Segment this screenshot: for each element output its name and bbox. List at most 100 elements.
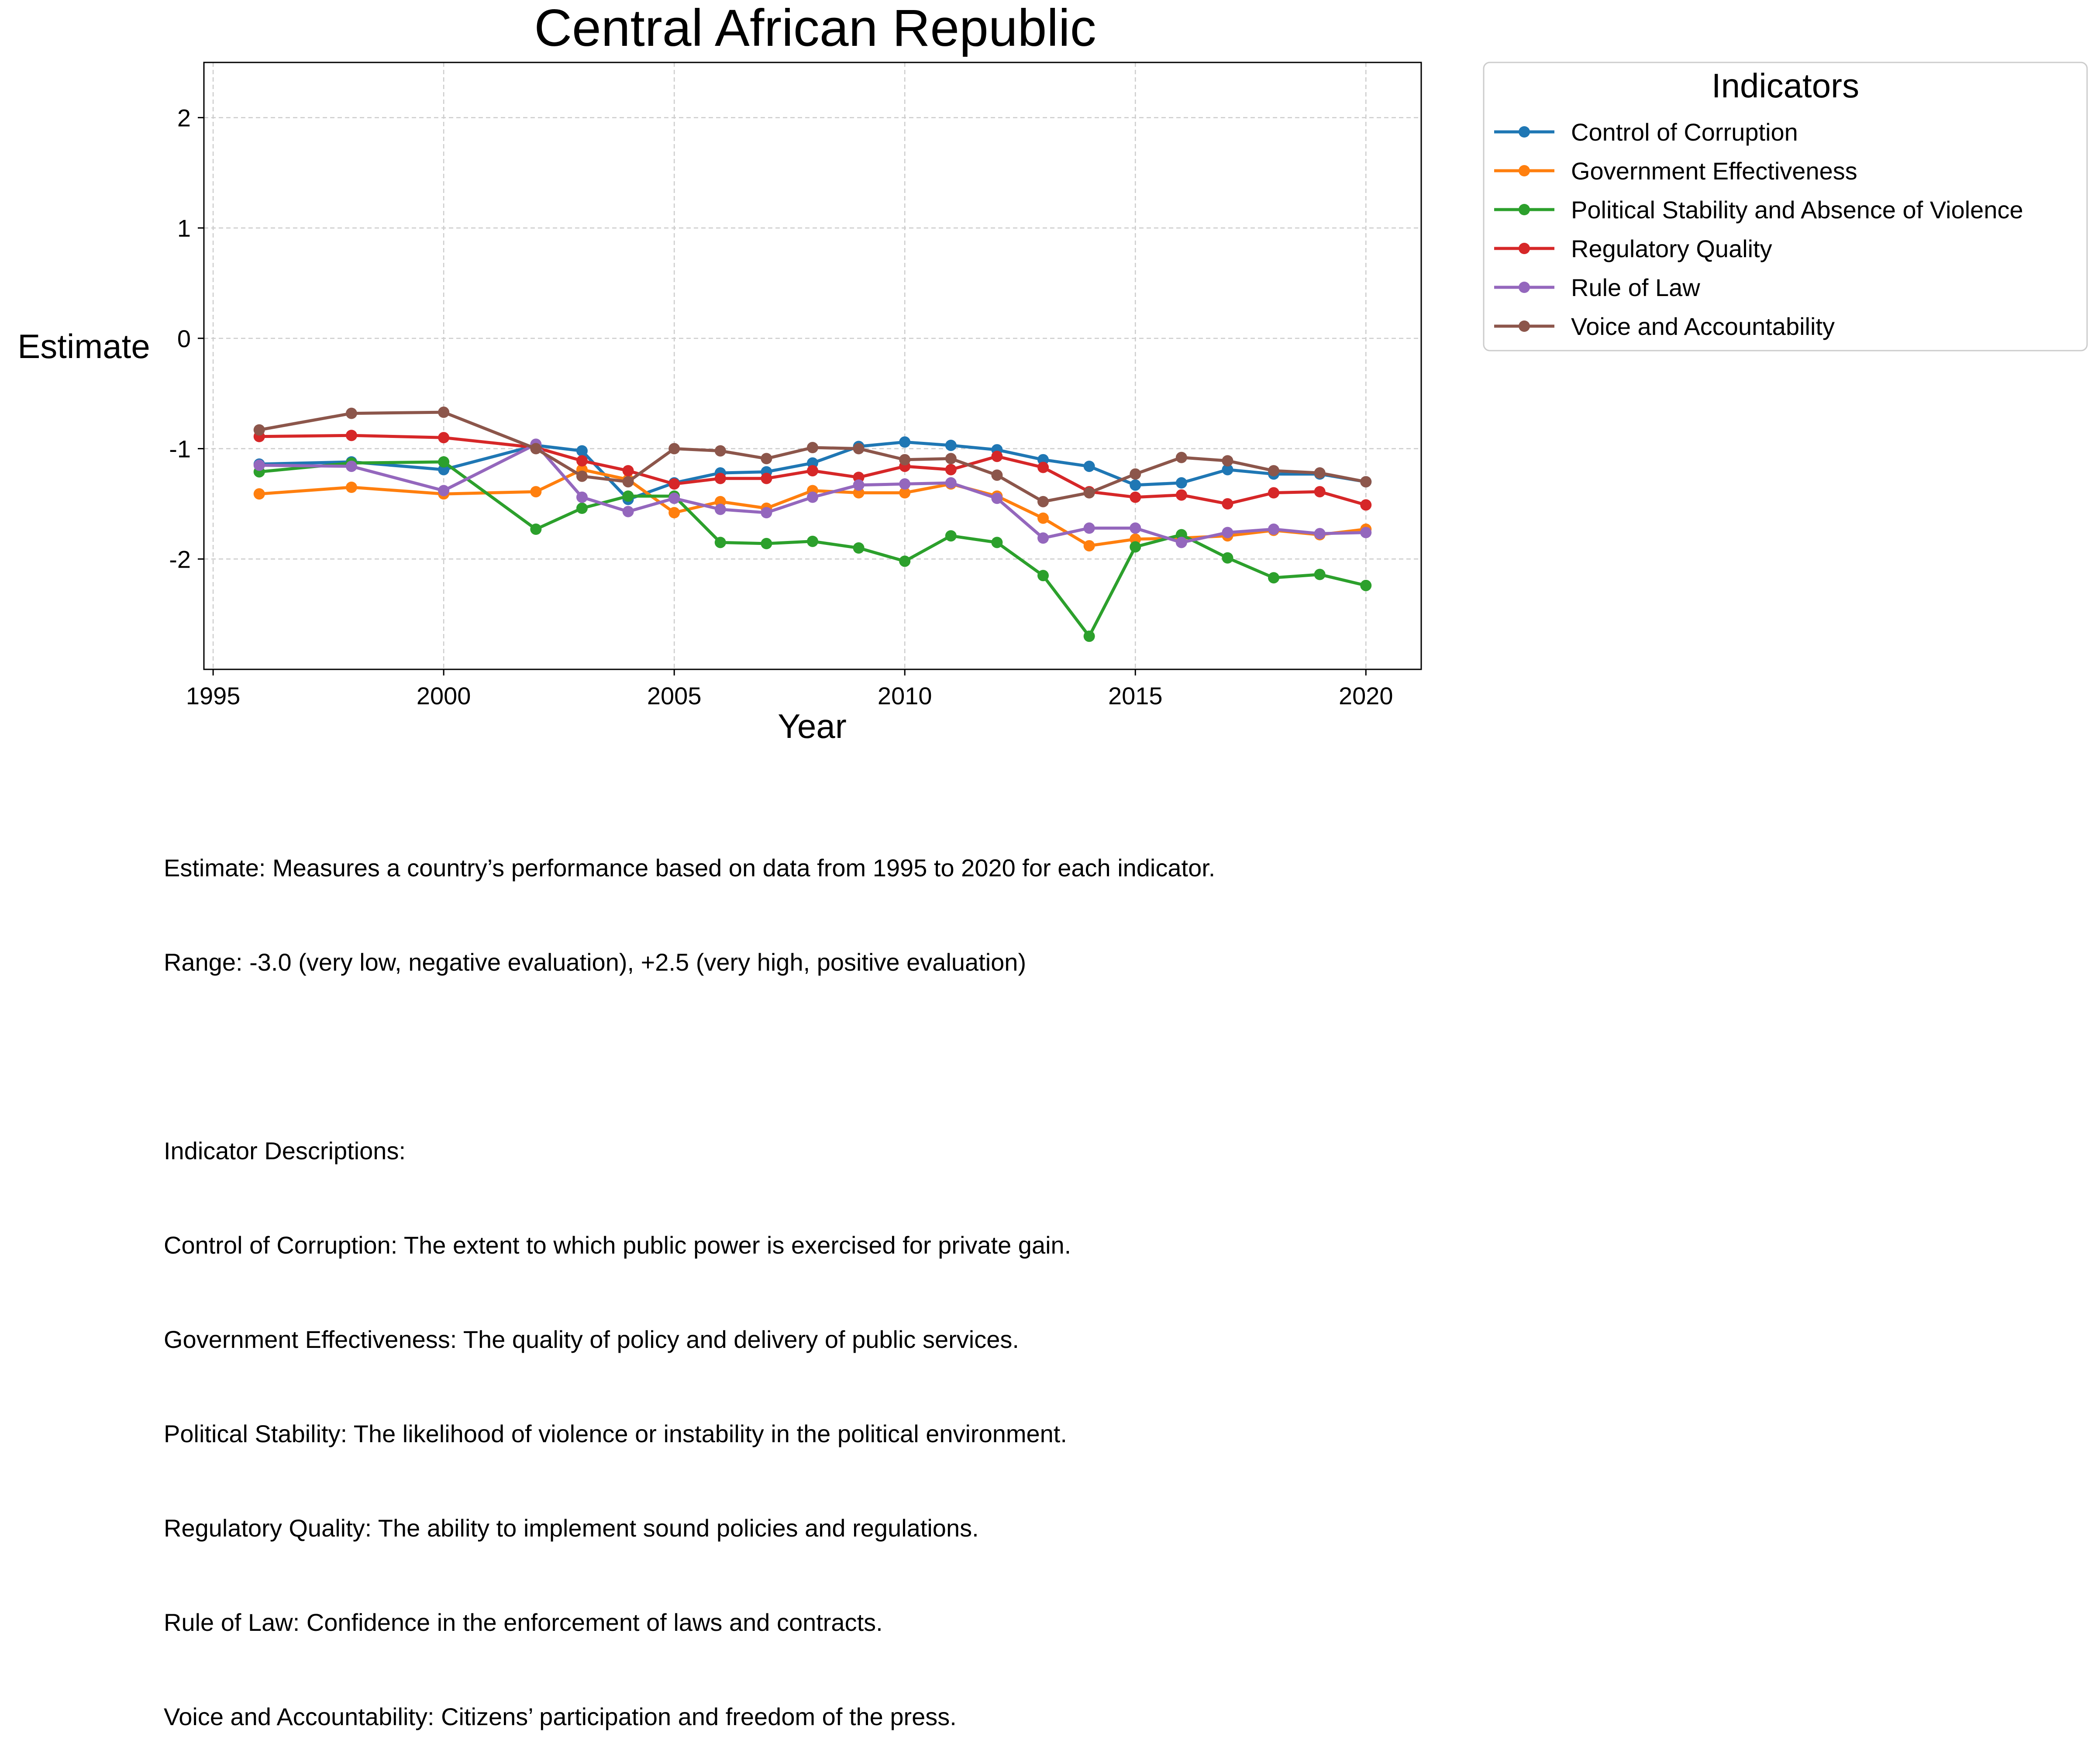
- data-point: [1360, 527, 1372, 538]
- data-point: [945, 439, 957, 451]
- series-line: [259, 440, 1366, 501]
- series-lines: [253, 407, 1372, 642]
- data-point: [345, 430, 357, 441]
- y-axis-label: Estimate: [17, 327, 150, 365]
- data-point: [807, 535, 818, 547]
- legend-label: Rule of Law: [1571, 274, 1700, 301]
- legend-title: Indicators: [1712, 66, 1859, 105]
- data-point: [1314, 528, 1326, 540]
- data-point: [1268, 465, 1280, 477]
- y-tick-label: -2: [169, 545, 191, 573]
- data-point: [1083, 540, 1095, 551]
- chart-title: Central African Republic: [534, 0, 1096, 57]
- legend-swatch-marker: [1519, 282, 1530, 293]
- chart-notes: Estimate: Measures a country’s performan…: [164, 789, 1215, 1764]
- legend-swatch-marker: [1519, 243, 1530, 254]
- series-line: [259, 460, 1367, 638]
- legend: Indicators Control of Corruption Governme…: [1483, 62, 2088, 351]
- series-line: [259, 442, 1366, 544]
- legend-swatch-marker: [1519, 320, 1530, 332]
- data-point: [622, 490, 634, 502]
- y-tick-label: 2: [177, 104, 191, 131]
- data-point: [576, 445, 588, 457]
- data-point: [1130, 468, 1141, 480]
- x-tick-label: 2005: [647, 682, 702, 710]
- data-point: [991, 493, 1003, 504]
- series-political-stability-and-absence-of-violence: [253, 456, 1372, 642]
- data-point: [991, 451, 1003, 462]
- legend-label: Political Stability and Absence of Viole…: [1571, 196, 2023, 224]
- data-point: [530, 524, 542, 535]
- data-point: [1222, 455, 1233, 467]
- data-point: [576, 455, 588, 467]
- data-point: [714, 503, 726, 515]
- data-point: [899, 487, 911, 499]
- data-point: [945, 453, 957, 465]
- x-tick-label: 1995: [186, 682, 241, 710]
- legend-label: Regulatory Quality: [1571, 235, 1772, 262]
- data-point: [945, 530, 957, 542]
- data-point: [1130, 491, 1141, 503]
- legend-label: Voice and Accountability: [1571, 313, 1835, 340]
- data-point: [622, 506, 634, 517]
- data-point: [345, 407, 357, 419]
- data-point: [530, 486, 542, 498]
- data-point: [761, 472, 772, 484]
- data-point: [1360, 499, 1372, 511]
- data-point: [668, 443, 680, 455]
- data-point: [1314, 486, 1326, 498]
- data-point: [807, 465, 818, 477]
- series-line: [259, 410, 1366, 503]
- note-range: Range: -3.0 (very low, negative evaluati…: [164, 948, 1027, 976]
- data-point: [1130, 479, 1141, 491]
- note-regulatory: Regulatory Quality: The ability to imple…: [164, 1514, 979, 1542]
- y-tick-label: -1: [169, 435, 191, 463]
- data-point: [1314, 467, 1326, 479]
- data-point: [668, 478, 680, 490]
- data-point: [253, 459, 265, 471]
- data-point: [438, 456, 450, 468]
- data-point: [1222, 498, 1233, 510]
- data-point: [622, 465, 634, 477]
- data-point: [1268, 487, 1280, 499]
- data-point: [1083, 460, 1095, 472]
- data-point: [807, 442, 818, 454]
- data-point: [1360, 579, 1372, 591]
- data-point: [438, 485, 450, 496]
- data-point: [899, 436, 911, 448]
- series-line: [259, 468, 1366, 548]
- legend-label: Government Effectiveness: [1571, 157, 1857, 185]
- legend-swatch-marker: [1519, 165, 1530, 176]
- data-point: [853, 479, 865, 491]
- data-point: [576, 491, 588, 503]
- note-corruption: Control of Corruption: The extent to whi…: [164, 1231, 1071, 1259]
- note-law: Rule of Law: Confidence in the enforceme…: [164, 1609, 883, 1636]
- note-heading: Indicator Descriptions:: [164, 1137, 406, 1165]
- data-point: [1360, 476, 1372, 488]
- data-point: [991, 537, 1003, 548]
- data-point: [1268, 572, 1280, 584]
- data-point: [345, 482, 357, 493]
- series-line: [259, 434, 1367, 506]
- note-voice: Voice and Accountability: Citizens’ part…: [164, 1703, 957, 1730]
- data-point: [668, 507, 680, 519]
- data-point: [1037, 512, 1049, 524]
- x-tick-label: 2015: [1108, 682, 1163, 710]
- data-point: [438, 407, 450, 418]
- data-point: [253, 424, 265, 436]
- data-point: [1083, 630, 1095, 642]
- data-point: [991, 469, 1003, 481]
- legend-label: Control of Corruption: [1571, 118, 1798, 146]
- data-point: [530, 443, 542, 455]
- series-voice-and-accountability: [253, 407, 1372, 507]
- data-point: [1037, 462, 1049, 473]
- x-tick-label: 2010: [878, 682, 932, 710]
- data-point: [1130, 541, 1141, 553]
- note-spacer: [164, 1041, 1215, 1072]
- data-point: [853, 542, 865, 554]
- data-point: [253, 488, 265, 500]
- data-point: [1175, 537, 1187, 548]
- legend-box: [1483, 62, 2088, 351]
- axis-ticks: 1995 2000 2005 2010 2015 2020 -2 -1 0 1 2: [169, 104, 1393, 710]
- y-tick-label: 1: [177, 214, 191, 242]
